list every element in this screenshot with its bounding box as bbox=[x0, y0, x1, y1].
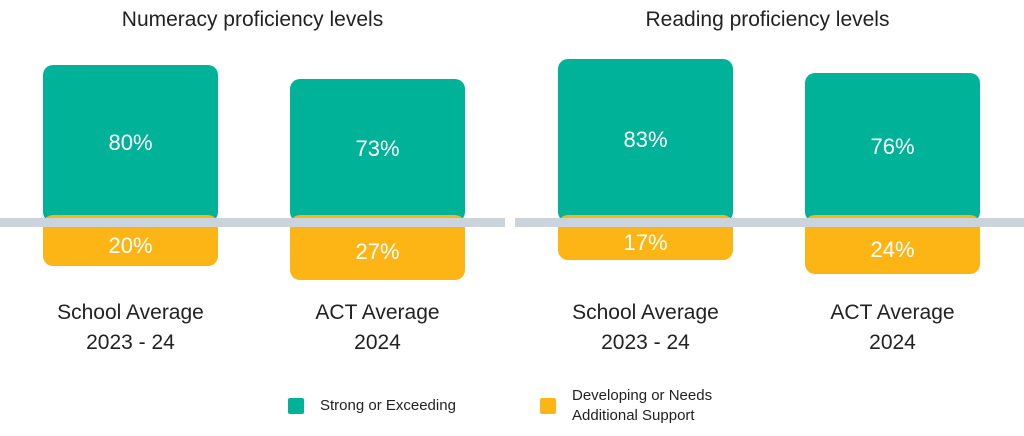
category-label: ACT Average 2024 bbox=[830, 301, 955, 354]
axis-band bbox=[515, 218, 1024, 227]
chart-title: Numeracy proficiency levels bbox=[121, 8, 384, 31]
axis-band bbox=[0, 218, 505, 227]
legend-label: Strong or Exceeding bbox=[320, 397, 456, 414]
value-label: 73% bbox=[355, 136, 400, 162]
category-label: School Average 2023 - 24 bbox=[57, 301, 204, 354]
bar bbox=[558, 59, 733, 222]
legend-label: Developing or Needs Additional Support bbox=[572, 387, 713, 424]
value-label: 17% bbox=[623, 229, 668, 255]
chart-title: Reading proficiency levels bbox=[645, 8, 890, 31]
legend-swatch bbox=[540, 398, 556, 414]
value-label: 27% bbox=[355, 239, 400, 265]
bar bbox=[805, 73, 980, 222]
category-label: School Average 2023 - 24 bbox=[572, 301, 719, 354]
bar bbox=[290, 78, 465, 222]
value-label: 76% bbox=[870, 133, 915, 159]
value-label: 83% bbox=[623, 126, 668, 152]
legend-swatch bbox=[288, 398, 304, 414]
value-label: 24% bbox=[870, 236, 915, 262]
value-label: 80% bbox=[108, 129, 153, 155]
bar bbox=[43, 65, 218, 222]
category-label: ACT Average 2024 bbox=[315, 301, 440, 354]
value-label: 20% bbox=[108, 232, 153, 258]
